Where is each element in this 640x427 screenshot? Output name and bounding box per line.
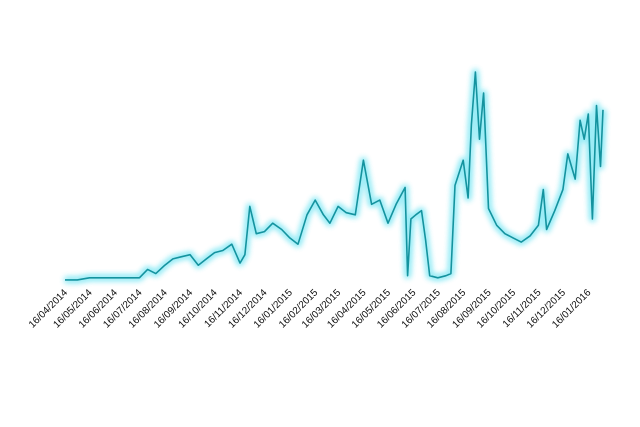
line-glow [65, 69, 606, 283]
line [65, 71, 604, 281]
